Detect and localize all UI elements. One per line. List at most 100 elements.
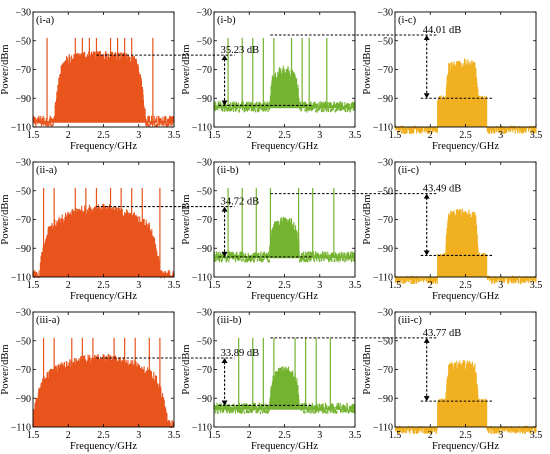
arrow-head-down xyxy=(423,396,430,402)
y-tick-label: −50 xyxy=(377,186,393,197)
x-tick-label: 2.5 xyxy=(459,130,472,141)
y-axis-title: Power/dBm xyxy=(181,344,192,394)
y-tick-label: −90 xyxy=(377,394,393,405)
y-axis-title: Power/dBm xyxy=(0,194,11,244)
y-tick-label: −30 xyxy=(377,308,393,319)
y-tick-label: −30 xyxy=(377,8,393,19)
y-tick-label: −70 xyxy=(196,365,212,376)
panel-label: (i-a) xyxy=(36,15,55,26)
y-tick-label: −110 xyxy=(11,423,31,434)
x-tick-label: 2 xyxy=(66,280,71,291)
y-tick-label: −50 xyxy=(15,36,31,47)
x-tick-label: 3 xyxy=(498,430,503,441)
x-tick-label: 1.5 xyxy=(389,130,402,141)
x-tick-label: 2 xyxy=(428,280,433,291)
y-tick-label: −50 xyxy=(15,186,31,197)
arrow-head-up xyxy=(221,358,228,363)
y-tick-label: −70 xyxy=(15,65,31,76)
y-tick-label: −110 xyxy=(192,123,212,134)
x-tick-label: 2 xyxy=(66,430,71,441)
y-axis-title: Power/dBm xyxy=(181,44,192,94)
x-tick-label: 3.5 xyxy=(530,430,543,441)
y-tick-label: −70 xyxy=(196,65,212,76)
x-tick-label: 3.5 xyxy=(168,280,181,291)
snr-annotation: 43.77 dB xyxy=(270,328,494,402)
arrow-head-down xyxy=(221,100,228,106)
y-axis-title: Power/dBm xyxy=(362,194,373,244)
spectrum-trace xyxy=(213,37,356,113)
y-tick-label: −110 xyxy=(373,273,393,284)
spectrum-trace xyxy=(32,337,175,429)
panel-label: (ii-c) xyxy=(398,165,419,176)
y-tick-label: −110 xyxy=(192,273,212,284)
snr-annotation: 33.89 dB xyxy=(96,348,313,406)
arrow-head-up xyxy=(221,55,228,61)
x-tick-label: 2.5 xyxy=(97,130,110,141)
snr-value-label: 44.01 dB xyxy=(423,25,462,36)
x-tick-label: 2 xyxy=(247,430,252,441)
panel-ii-c: 1.5 2 2.5 3 3.5 −30 −50 −70 −90 −110 Frequency/GHz… xyxy=(362,158,542,303)
spectrum-trace xyxy=(394,58,537,135)
y-tick-label: −70 xyxy=(377,365,393,376)
y-tick-label: −30 xyxy=(15,158,31,169)
y-tick-label: −110 xyxy=(373,423,393,434)
x-tick-label: 3.5 xyxy=(349,280,362,291)
spectrum-noise-path xyxy=(213,366,356,415)
panel-label: (i-b) xyxy=(217,15,236,26)
snr-annotation: 34.72 dB xyxy=(96,197,313,258)
panel-ii-b: 1.5 2 2.5 3 3.5 −30 −50 −70 −90 −110 Frequency/GHz… xyxy=(181,158,361,303)
x-tick-label: 3.5 xyxy=(168,130,181,141)
x-tick-label: 1.5 xyxy=(27,130,40,141)
panel-iii-a: 1.5 2 2.5 3 3.5 −30 −50 −70 −90 −110 Frequency/GHz… xyxy=(0,308,180,453)
panel-label: (ii-a) xyxy=(36,165,57,176)
y-tick-label: −50 xyxy=(15,336,31,347)
y-tick-label: −90 xyxy=(15,94,31,105)
x-tick-label: 3.5 xyxy=(530,280,543,291)
x-tick-label: 3.5 xyxy=(168,430,181,441)
y-tick-label: −50 xyxy=(377,336,393,347)
y-tick-label: −90 xyxy=(196,244,212,255)
x-tick-label: 2.5 xyxy=(278,430,291,441)
panel-iii-c: 1.5 2 2.5 3 3.5 −30 −50 −70 −90 −110 Frequency/GHz… xyxy=(362,308,542,453)
panel-label: (ii-b) xyxy=(217,165,239,176)
x-tick-label: 3 xyxy=(498,280,503,291)
panel-label: (i-c) xyxy=(398,15,417,26)
y-tick-label: −110 xyxy=(11,273,31,284)
snr-value-label: 43.77 dB xyxy=(423,328,462,339)
arrow-head-down xyxy=(423,250,430,256)
x-tick-label: 2.5 xyxy=(278,130,291,141)
arrow-head-down xyxy=(221,400,228,406)
snr-annotation: 44.01 dB xyxy=(270,25,494,99)
y-tick-label: −30 xyxy=(377,158,393,169)
x-tick-label: 2 xyxy=(428,430,433,441)
arrow-head-up xyxy=(423,35,430,40)
panel-i-a: 1.5 2 2.5 3 3.5 −30 −50 −70 −90 −110 Frequency/GHz… xyxy=(0,8,180,153)
x-tick-label: 2 xyxy=(66,130,71,141)
y-tick-label: −90 xyxy=(15,244,31,255)
panels-layer: 1.5 2 2.5 3 3.5 −30 −50 −70 −90 −110 Frequency/GHz… xyxy=(0,8,542,453)
x-tick-label: 1.5 xyxy=(208,430,221,441)
panel-label: (iii-b) xyxy=(217,315,242,326)
spectrum-trace xyxy=(32,37,175,127)
y-tick-label: −30 xyxy=(196,158,212,169)
x-axis-title: Frequency/GHz xyxy=(432,441,499,452)
panel-label: (iii-a) xyxy=(36,315,60,326)
panel-iii-b: 1.5 2 2.5 3 3.5 −30 −50 −70 −90 −110 Frequency/GHz… xyxy=(181,308,361,453)
y-tick-label: −30 xyxy=(196,308,212,319)
x-tick-label: 2.5 xyxy=(459,280,472,291)
x-axis-title: Frequency/GHz xyxy=(70,291,137,302)
arrow-head-down xyxy=(221,251,228,257)
spectrum-noise-path xyxy=(394,208,537,285)
x-tick-label: 3.5 xyxy=(530,130,543,141)
y-tick-label: −90 xyxy=(377,94,393,105)
arrow-head-up xyxy=(221,206,228,212)
x-tick-label: 3.5 xyxy=(349,130,362,141)
x-tick-label: 2 xyxy=(428,130,433,141)
x-axis-title: Frequency/GHz xyxy=(251,291,318,302)
arrow-head-down xyxy=(423,93,430,99)
x-tick-label: 3 xyxy=(136,280,141,291)
spectrum-trace xyxy=(32,187,175,279)
x-tick-label: 2.5 xyxy=(459,430,472,441)
x-tick-label: 2.5 xyxy=(278,280,291,291)
x-tick-label: 2.5 xyxy=(97,430,110,441)
